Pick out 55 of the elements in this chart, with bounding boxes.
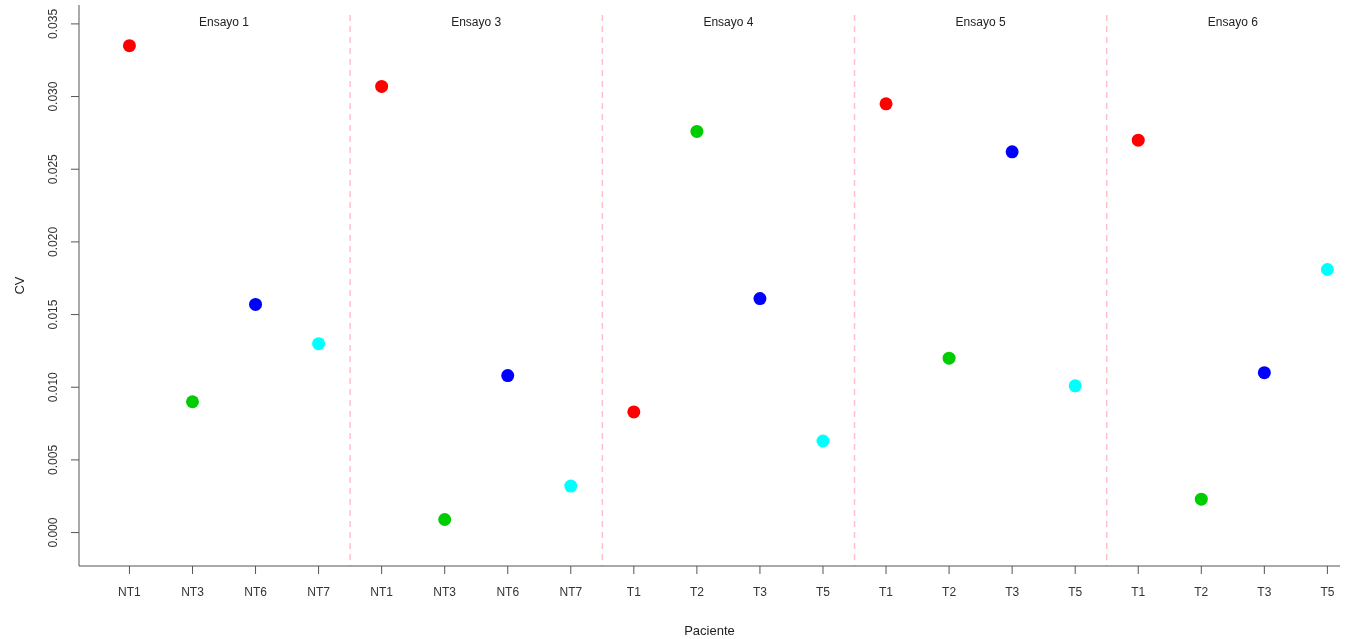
x-tick-label: NT6 (244, 585, 268, 599)
y-axis-title: CV (12, 276, 27, 295)
x-tick-label: T2 (689, 585, 705, 599)
y-tick-label: 0.030 (46, 81, 60, 112)
x-tick-label: NT1 (118, 585, 142, 599)
annotation: Ensayo 6 (1207, 15, 1259, 29)
point (312, 337, 326, 351)
x-tick-label: T1 (626, 585, 642, 599)
point (185, 395, 199, 409)
y-tick-label: 0.005 (46, 444, 60, 475)
point (627, 405, 641, 419)
x-tick-label: T3 (1257, 585, 1272, 599)
annotation: Ensayo 1 (198, 15, 250, 29)
point (1257, 366, 1271, 380)
x-tick-label: T1 (879, 585, 894, 599)
point (753, 292, 767, 306)
point (249, 297, 263, 311)
x-tick-label: T2 (1194, 585, 1209, 599)
point (564, 479, 578, 493)
y-tick-label: 0.020 (46, 226, 60, 257)
x-tick-label: NT3 (433, 585, 457, 599)
point (1068, 379, 1082, 393)
x-tick-label: T5 (1068, 585, 1083, 599)
point (375, 79, 389, 93)
point (1131, 133, 1145, 147)
x-tick-label: NT1 (370, 585, 394, 599)
point (879, 97, 893, 111)
x-tick-label: NT7 (559, 585, 583, 599)
point (942, 351, 956, 365)
x-tick-label: T5 (815, 585, 831, 599)
point (690, 124, 704, 138)
point (438, 512, 452, 526)
point (122, 39, 136, 53)
x-tick-label: T1 (1131, 585, 1146, 599)
point (816, 434, 830, 448)
x-tick-label: NT6 (496, 585, 520, 599)
point (501, 369, 515, 383)
annotation: Ensayo 3 (451, 15, 502, 29)
point (1320, 263, 1334, 277)
annotation: Ensayo 4 (703, 15, 754, 29)
y-tick-label: 0.035 (46, 8, 60, 39)
y-tick-label: 0.015 (46, 299, 60, 330)
x-axis-title: Paciente (684, 623, 735, 638)
point (1194, 492, 1208, 506)
x-tick-label: NT3 (181, 585, 205, 599)
x-tick-label: T5 (1320, 585, 1335, 599)
x-tick-label: T2 (942, 585, 957, 599)
x-tick-label: NT7 (307, 585, 331, 599)
point (1005, 145, 1019, 159)
x-tick-label: T3 (752, 585, 768, 599)
y-tick-label: 0.000 (46, 517, 60, 548)
y-tick-label: 0.010 (46, 371, 60, 403)
x-tick-label: T3 (1005, 585, 1020, 599)
y-tick-label: 0.025 (46, 153, 60, 185)
annotation: Ensayo 5 (955, 15, 1006, 29)
